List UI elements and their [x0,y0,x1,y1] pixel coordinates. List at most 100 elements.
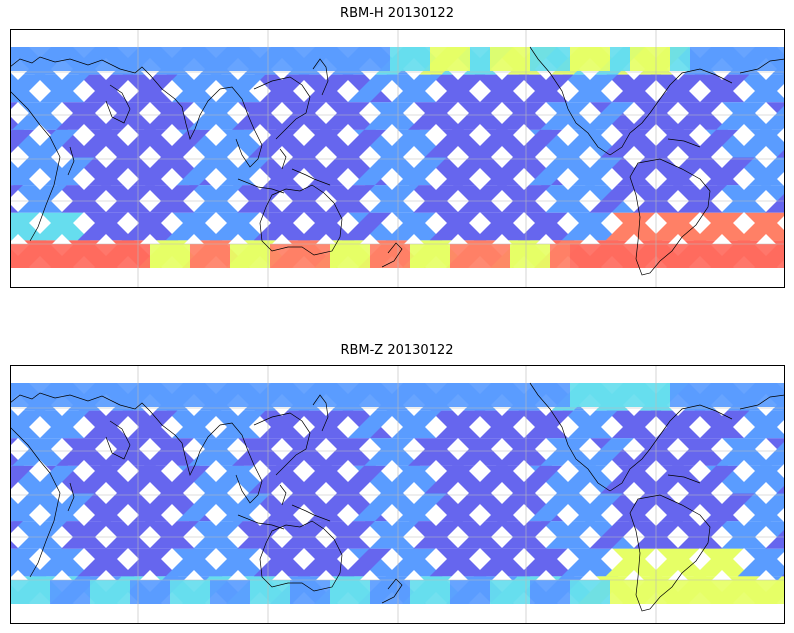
swath-segment [760,441,785,466]
swath-band-cell [350,383,370,407]
swath-band-cell [530,244,550,268]
swath-band-cell [150,580,170,604]
swath-band-cell [490,47,510,71]
swath-segment [517,548,568,577]
swath-segment [61,185,111,213]
swath-band-cell [230,244,250,268]
swath-band-cell [270,47,290,71]
swath-segment [457,185,507,213]
swath-segment [605,548,656,577]
swath-band-cell [450,383,470,407]
swath-band-cell [690,47,710,71]
swath-band-cell [190,580,210,604]
swath-segment [17,185,67,213]
gridlines-top [10,29,785,288]
swath-segment [704,493,755,522]
swath-segment [127,74,178,103]
swath-band-cell [230,383,250,407]
swath-band-cell [290,47,310,71]
swath-segment [132,493,183,522]
swath-segment [396,157,447,186]
swath-segment [584,102,634,130]
swath-segment [193,521,243,549]
swath-segment [188,102,238,130]
swath-segment [144,102,194,130]
swath-band-cell [470,580,490,604]
swath-band-cell [50,383,70,407]
swath-segment [479,74,530,103]
swath-band-cell [770,244,785,268]
coastlines-top [10,46,785,276]
swath-band-cell [110,244,130,268]
swath-band-cell [330,47,350,71]
swath-band-cell [50,244,70,268]
swath-segment [303,74,354,103]
swath-band-cell [490,580,510,604]
swath-segment [116,465,167,494]
swath-segment [369,185,419,213]
swath-segment [352,493,403,522]
swath-segment [116,129,167,158]
swath-band-cell [170,580,190,604]
swath-band-cell [730,244,750,268]
swath-segment [264,157,315,186]
swath-segment [633,185,683,213]
gridlines-bottom [10,365,785,624]
swath-segment [584,438,634,466]
swath-band-cell [530,47,550,71]
swath-band-cell [350,47,370,71]
swath-segment [765,193,785,213]
swath-segment [391,410,442,439]
swath-segment [281,185,331,213]
swath-segment [561,212,612,241]
map-frame-top [10,29,785,288]
swath-band-cell [750,47,770,71]
swath-segment [600,129,651,158]
swath-segment [77,212,128,241]
swath-band-cell [310,244,330,268]
swath-segment [165,212,216,241]
swath-segment [297,212,348,241]
swath-segment [336,129,387,158]
swath-band-cell [510,383,530,407]
swath-segment [776,149,785,158]
swath-segment [10,185,23,198]
swath-segment [572,157,623,186]
swath-segment [10,540,19,549]
swath-segment [716,438,766,466]
swath-segment [10,212,40,241]
swath-segment [127,410,178,439]
swath-band-cell [610,383,630,407]
swath-band-cell [10,580,30,604]
swath-band-cell [630,244,650,268]
swath-segment [215,74,266,103]
swath-band-cell [630,383,650,407]
swath-band-cell [210,244,230,268]
swath-band-cell [630,580,650,604]
swath-band-cell [550,580,570,604]
swath-segment [220,493,271,522]
swath-segment [655,74,706,103]
swath-segment [10,129,35,154]
swath-band-cell [730,580,750,604]
swath-segment [424,129,475,158]
swath-segment [88,157,139,186]
swath-segment [435,410,486,439]
swath-band-cell [590,47,610,71]
swath-segment [748,493,785,522]
swath-segment [341,212,392,241]
swath-band-cell [10,244,30,268]
swath-band-cell [450,47,470,71]
swath-segment [149,185,199,213]
swath-segment [209,212,260,241]
swath-segment [100,438,150,466]
swath-band-cell [650,244,670,268]
swath-band-cell [110,47,130,71]
swath-segment [100,102,150,130]
swath-band-cell [250,47,270,71]
swath-band-cell [510,580,530,604]
swath-segment [523,74,574,103]
swath-band-cell [90,580,110,604]
swath-segment [649,212,700,241]
swath-segment [325,521,375,549]
